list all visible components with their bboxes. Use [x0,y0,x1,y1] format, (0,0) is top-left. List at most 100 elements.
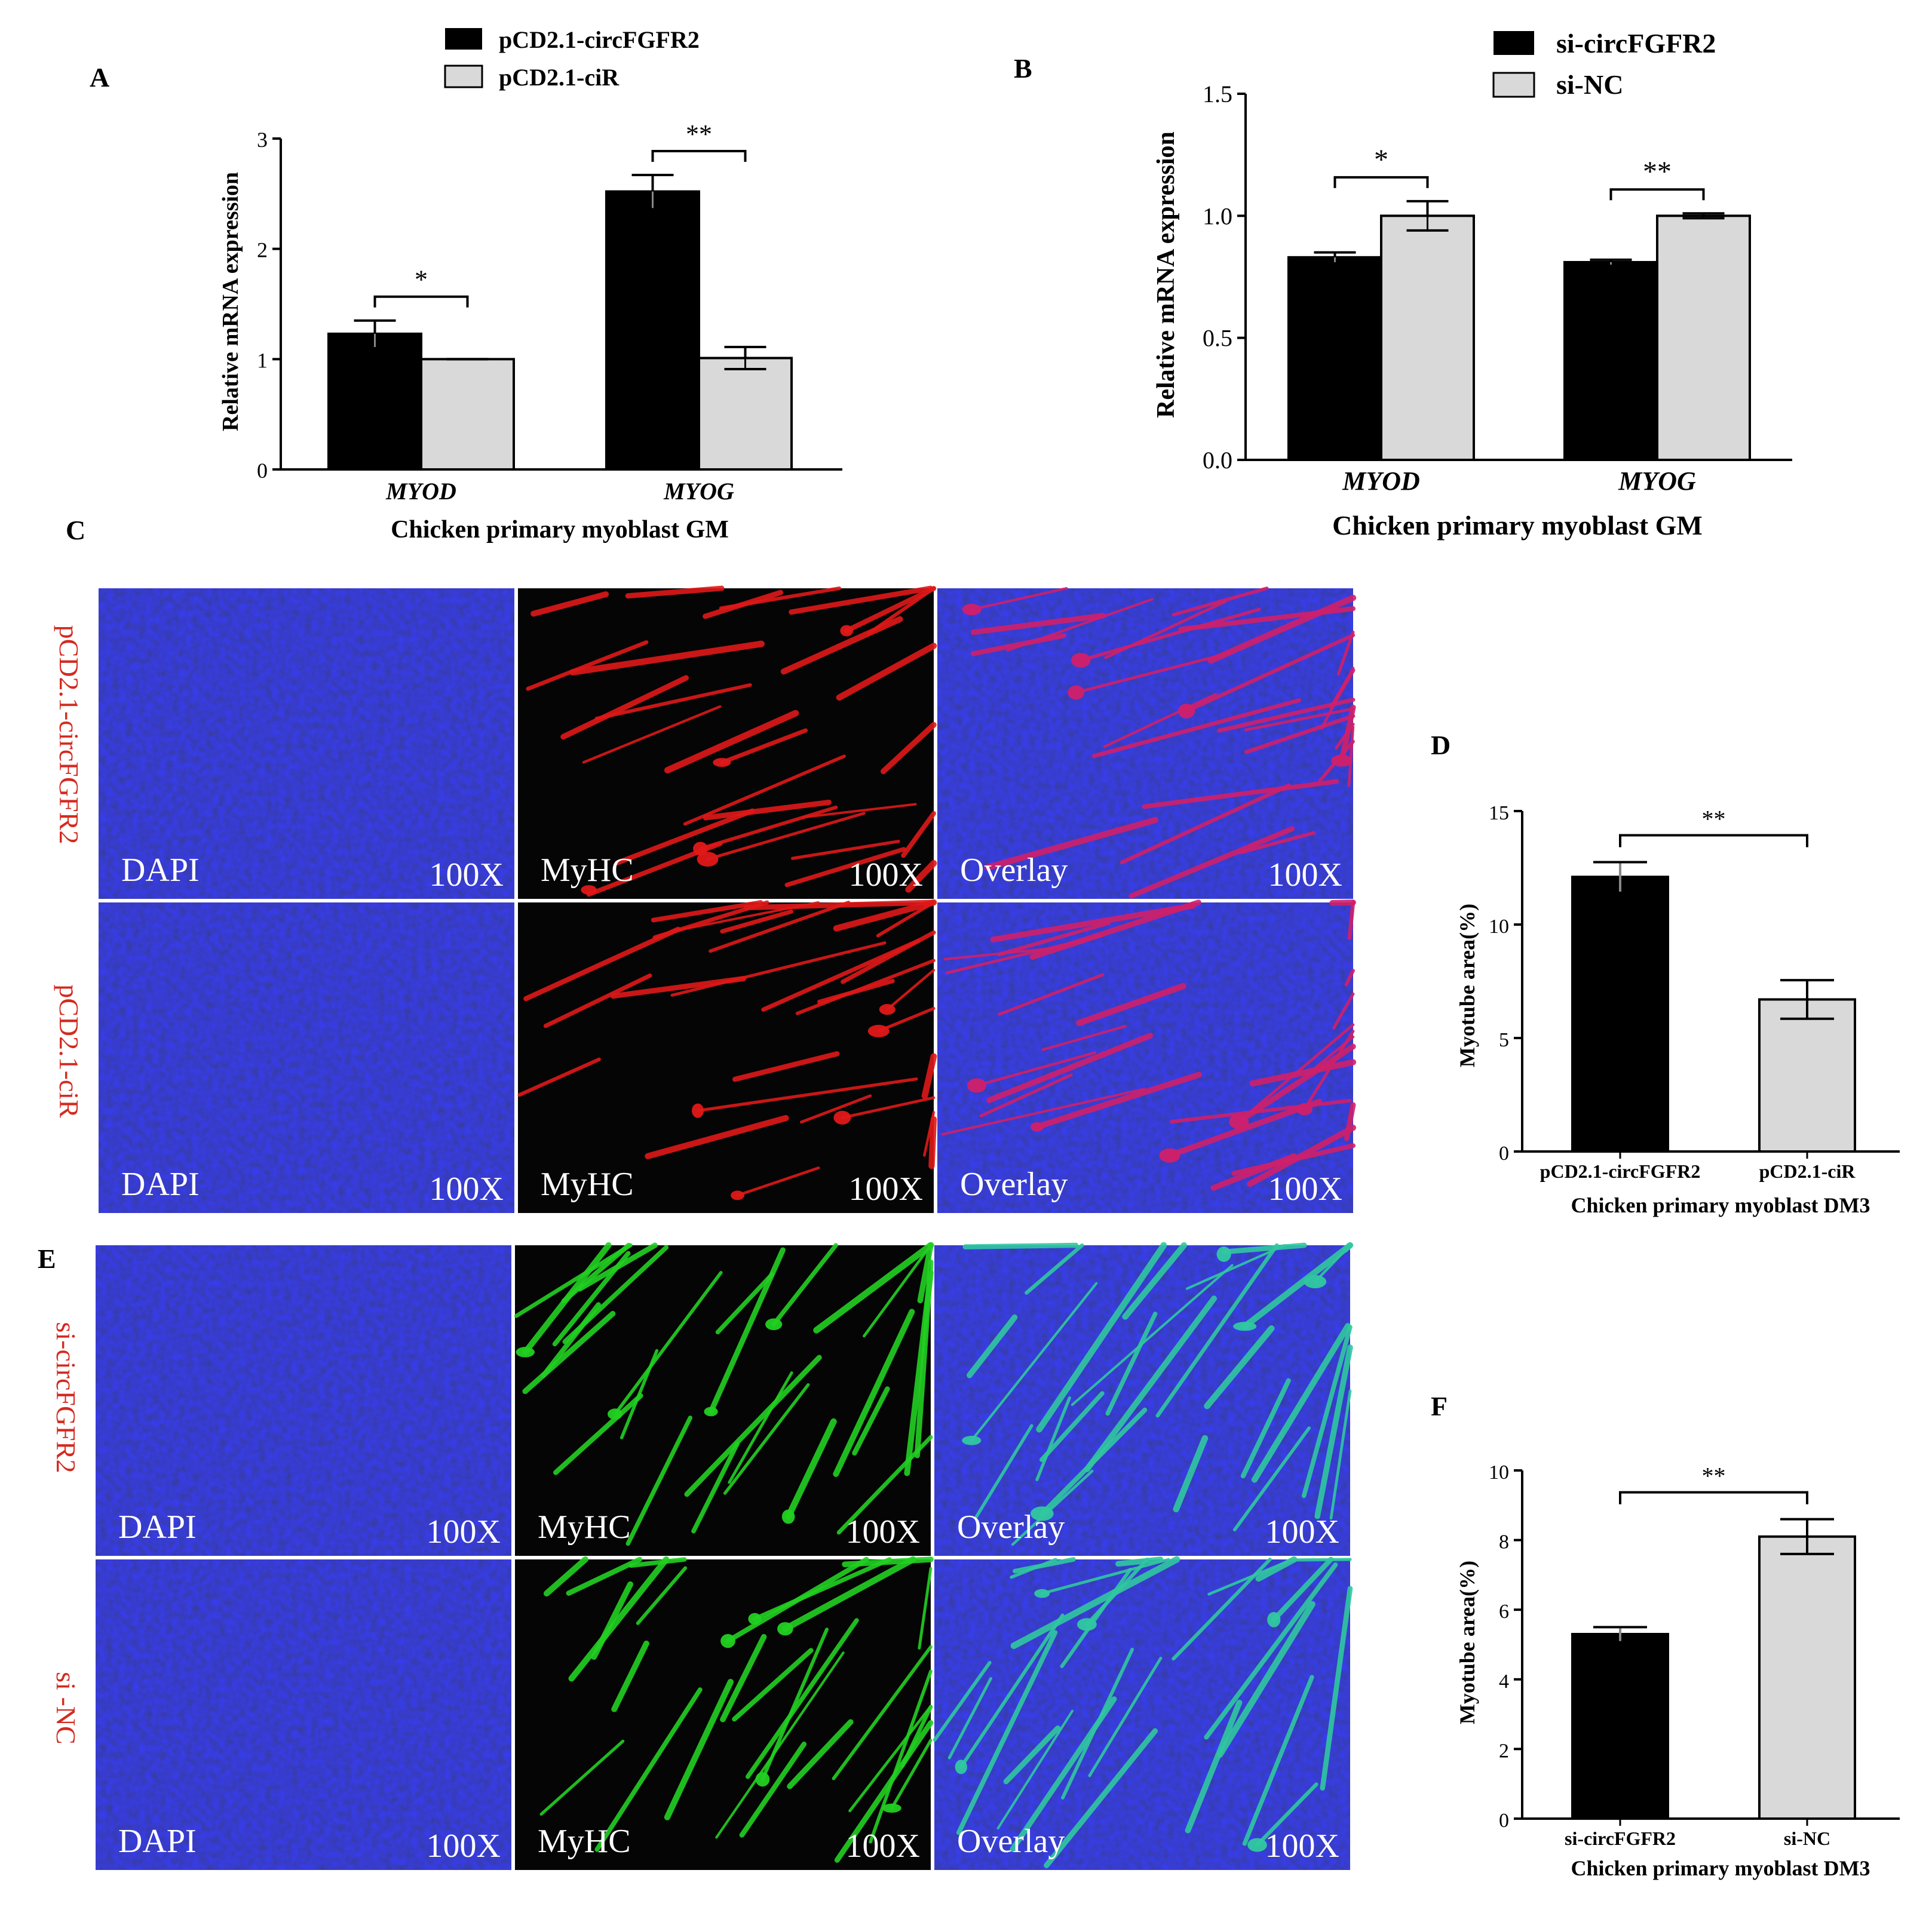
row-label-1: si-circFGFR2 [51,1322,81,1473]
significance-label: ** [1702,1463,1726,1490]
legend-swatch-series2 [1492,72,1535,98]
myotube-fiber [517,1057,601,1097]
myotube-fiber [1232,1426,1311,1532]
myotube-fiber [917,1242,934,1304]
cell-body [1229,1114,1249,1129]
myotube-fiber [715,1272,774,1335]
myotube-fiber [698,805,838,850]
myotube-fiber [833,899,937,932]
myotube-fiber [610,976,747,999]
myotube-fiber [970,633,1066,656]
cell-body [1031,1122,1044,1132]
myotube-fiber [1255,1782,1318,1847]
myotube-fiber [625,585,725,599]
cell-body [608,1408,622,1420]
bar [1287,256,1382,461]
myotube-fiber [611,1640,649,1712]
row-label-2: si -NC [51,1672,81,1744]
panel-letter: A [90,62,109,93]
y-tick-label: 10 [1489,916,1509,938]
myotube-fiber [970,587,1068,611]
myotube-fiber [997,973,1105,1016]
bar [1571,1633,1669,1820]
cell-body [748,1613,762,1625]
x-category-label: MYOG [1618,466,1696,496]
myotube-fiber [1185,1699,1243,1834]
myotube-fiber [683,754,846,826]
magnification-label: 100X [1265,1828,1339,1865]
myotube-fiber [1010,1696,1117,1852]
y-tick-label: 4 [1499,1671,1509,1693]
magnification-label: 100X [846,1513,920,1550]
myotube-fiber [836,643,937,701]
myotube-fiber [628,1557,687,1568]
myotube-fiber [918,1567,933,1650]
significance-bracket [651,149,747,162]
cell-body [697,852,719,867]
panel-f: F Myotube area(%) Chicken primary myobla… [1431,1391,1900,1880]
magnification-label: 100X [427,1828,501,1865]
cell-body [704,1407,718,1417]
panel-b: B si-circFGFR2 si-NC Relative mRNA expre… [1014,28,1792,541]
panel-c: C pCD2.1-circFGFR2 pCD2.1-ciR DAPI 100X My… [54,515,1357,1213]
myotube-fiber [784,847,906,888]
y-tick-label: 2 [1499,1740,1509,1762]
myotube-fiber [706,812,866,861]
row1-overlay-micrograph [937,587,1357,899]
myotube-fiber [782,1556,916,1632]
myotube-fiber [789,585,933,615]
magnification-label: 100X [427,1513,501,1550]
myotube-fiber [582,705,722,764]
y-tick-label: 1 [257,348,268,372]
x-category-label: pCD2.1-ciR [1759,1160,1856,1182]
cell-body [1247,1838,1267,1852]
micrograph-grid-c: DAPI 100X MyHC 100X Overlay 100X DAPI 100X MyHC 1… [99,585,1357,1213]
cell-body [882,1803,901,1813]
chart-d: 0 5 10 15 pCD2.1-circFGFR2 pCD2.1-ciR ** [1489,802,1900,1182]
myotube-fiber [543,1556,588,1597]
myotube-fiber [785,1418,837,1520]
panel-letter: D [1431,730,1450,760]
myotube-fiber [1329,899,1356,906]
myotube-fiber [1255,1556,1298,1582]
y-tick-label: 6 [1499,1601,1509,1623]
myotube-fiber [833,1309,915,1477]
myotube-fiber [986,1033,1154,1103]
x-category-label: si-circFGFR2 [1565,1828,1676,1849]
row1-myhc-micrograph [514,1242,934,1556]
row1-dapi-micrograph [99,588,514,899]
bar [605,190,700,471]
magnification-label: 100X [430,856,504,893]
x-axis-label: Chicken primary myoblast DM3 [1571,1193,1870,1217]
myotube-fiber [614,808,755,865]
y-tick-label: 0 [1499,1143,1509,1165]
myotube-fiber [1025,1243,1084,1295]
myotube-fiber [560,675,689,740]
significance-bracket [1333,176,1429,188]
significance-bracket [1609,188,1705,201]
legend-swatch-series1 [1494,31,1534,55]
myotube-fiber [990,902,1197,942]
myotube-fiber [760,1628,829,1782]
myotube-fiber [691,1441,740,1534]
myotube-fiber [959,1613,1065,1769]
magnification-label: 100X [849,856,923,893]
myotube-fiber [1035,1396,1071,1481]
myotube-fiber [553,1393,643,1475]
myotube-fiber [848,1705,933,1813]
y-axis-label: Relative mRNA expression [218,172,243,431]
myotube-fiber [1041,1025,1127,1051]
nuclei-texture [96,1245,511,1556]
cell-body [693,842,708,856]
myotube-fiber [1010,1556,1180,1650]
row-label-2: pCD2.1-ciR [54,984,84,1118]
myotube-fiber [1172,587,1269,617]
myotube-fiber [1314,1035,1355,1069]
myotube-fiber [1241,1242,1354,1329]
myotube-fiber [1184,633,1356,713]
y-tick-label: 10 [1489,1461,1509,1484]
cell-body [879,1004,896,1015]
myotube-fiber [1204,1562,1338,1740]
myotube-fiber [530,591,609,617]
channel-label: MyHC [541,852,634,889]
